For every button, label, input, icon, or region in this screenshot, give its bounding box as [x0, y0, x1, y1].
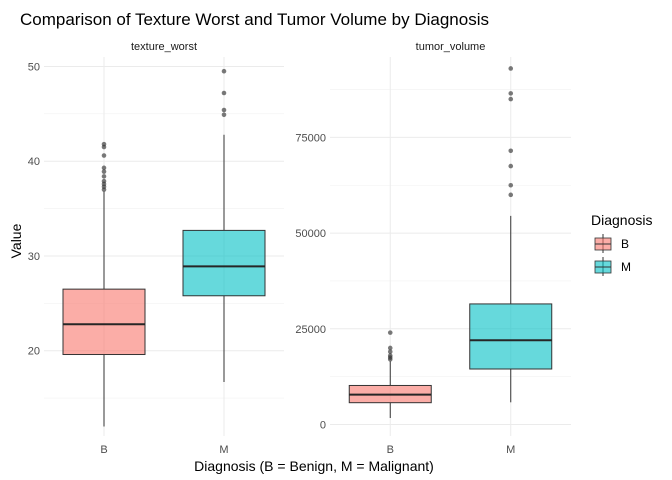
box-B: [62, 141, 146, 427]
legend: Diagnosis BM: [591, 212, 652, 276]
box-body: [182, 229, 266, 297]
legend-title: Diagnosis: [591, 212, 652, 228]
box-body: [469, 303, 553, 370]
outlier-point: [101, 174, 107, 179]
outlier-point: [101, 141, 107, 147]
outlier-point: [387, 349, 393, 355]
outlier-point: [508, 182, 514, 188]
legend-item-B: B: [594, 234, 629, 253]
outlier-point: [221, 68, 227, 74]
outlier-point: [508, 192, 514, 198]
outlier-point: [508, 96, 514, 102]
box-M: [469, 66, 553, 403]
x-tick-label: B: [387, 444, 394, 456]
y-tick-label: 20: [28, 346, 40, 358]
box-M: [182, 68, 266, 382]
outlier-point: [508, 91, 514, 96]
outlier-point: [101, 165, 107, 171]
y-tick-label: 50: [28, 61, 40, 73]
legend-item-M: M: [594, 257, 631, 276]
x-tick-label: M: [506, 444, 515, 456]
x-axis-title: Diagnosis (B = Benign, M = Malignant): [194, 458, 434, 474]
outlier-point: [101, 178, 107, 184]
chart-title: Comparison of Texture Worst and Tumor Vo…: [20, 10, 489, 29]
y-tick-label: 40: [28, 156, 40, 168]
box-B: [348, 330, 432, 419]
y-tick-label: 25000: [295, 324, 326, 336]
outlier-point: [221, 112, 227, 118]
outlier-point: [387, 345, 393, 351]
outlier-point: [387, 353, 393, 358]
x-tick-label: M: [219, 444, 228, 456]
facet-strip-label: texture_worst: [131, 41, 197, 53]
legend-item-label: M: [621, 260, 631, 274]
facet-panel-tumor-volume: tumor_volume 0 25000 50000 75000 B M: [295, 41, 571, 456]
y-tick-label: 75000: [295, 132, 326, 144]
outlier-point: [508, 163, 514, 169]
legend-item-label: B: [621, 237, 629, 251]
outlier-point: [221, 107, 227, 113]
facet-panel-texture-worst: texture_worst 20 30 40 50 B M: [28, 41, 284, 456]
outlier-point: [221, 90, 227, 96]
outlier-point: [387, 330, 393, 335]
outlier-point: [508, 148, 514, 154]
outlier-point: [101, 169, 107, 174]
facet-strip-label: tumor_volume: [416, 41, 486, 53]
box-body: [62, 288, 146, 356]
y-axis-title: Value: [8, 223, 24, 258]
x-tick-label: B: [100, 444, 107, 456]
outlier-point: [101, 153, 107, 158]
y-tick-label: 30: [28, 251, 40, 263]
outlier-point: [508, 66, 514, 71]
y-tick-label: 0: [320, 420, 326, 432]
y-tick-label: 50000: [295, 228, 326, 240]
